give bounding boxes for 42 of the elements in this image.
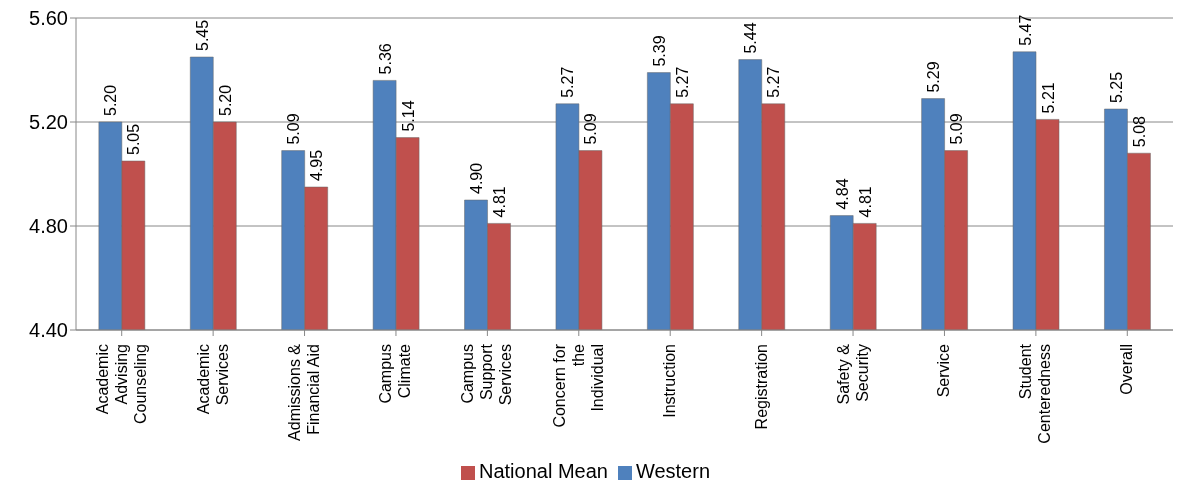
x-tick-label: Service [935, 343, 953, 398]
data-label: 5.44 [742, 22, 760, 54]
x-tick-label: Instruction [661, 344, 679, 418]
data-label: 4.81 [856, 186, 874, 218]
legend-label: Western [635, 460, 711, 482]
data-label: 5.47 [1016, 14, 1034, 46]
y-tick-label: 5.20 [29, 111, 68, 134]
data-label: 5.36 [376, 43, 394, 75]
data-label: 5.08 [1130, 115, 1148, 148]
y-tick-label: 4.40 [29, 319, 68, 342]
x-tick-label: Admissions & Financial Aid [286, 343, 323, 441]
data-label: 5.27 [765, 66, 783, 98]
x-tick-label: Concern for the Individual [550, 343, 606, 428]
data-label: 5.14 [399, 100, 417, 132]
x-tick-label: Safety & Security [834, 343, 871, 405]
data-label: 4.90 [468, 162, 486, 194]
data-label: 5.29 [925, 61, 943, 93]
legend-label: National Mean [478, 460, 608, 482]
data-label: 4.81 [491, 186, 509, 218]
data-label: 5.21 [1039, 82, 1057, 114]
x-tick-label: Academic Services [194, 344, 231, 415]
y-tick-label: 5.60 [29, 7, 68, 30]
data-label: 4.84 [833, 178, 851, 210]
data-label: 5.05 [125, 123, 143, 155]
data-label: 5.27 [673, 66, 691, 98]
data-label: 5.20 [102, 84, 120, 116]
data-label: 5.09 [285, 113, 303, 145]
data-label: 4.95 [308, 149, 326, 181]
data-label: 5.25 [1107, 71, 1125, 103]
x-tick-label: Student Centeredness [1017, 343, 1054, 444]
data-label: 5.45 [193, 19, 211, 51]
x-tick-label: Campus Climate [377, 343, 414, 404]
y-tick-label: 4.80 [29, 215, 68, 238]
data-label: 5.39 [650, 35, 668, 67]
data-label: 5.20 [216, 84, 234, 116]
data-label: 5.27 [559, 66, 577, 98]
data-label: 5.09 [948, 113, 966, 145]
x-tick-label: Registration [752, 344, 770, 430]
x-tick-label: Overall [1118, 344, 1136, 395]
data-label: 5.09 [582, 113, 600, 145]
x-tick-label: Campus Support Services [459, 343, 515, 406]
x-tick-label: Academic Advising Counseling [93, 344, 149, 425]
